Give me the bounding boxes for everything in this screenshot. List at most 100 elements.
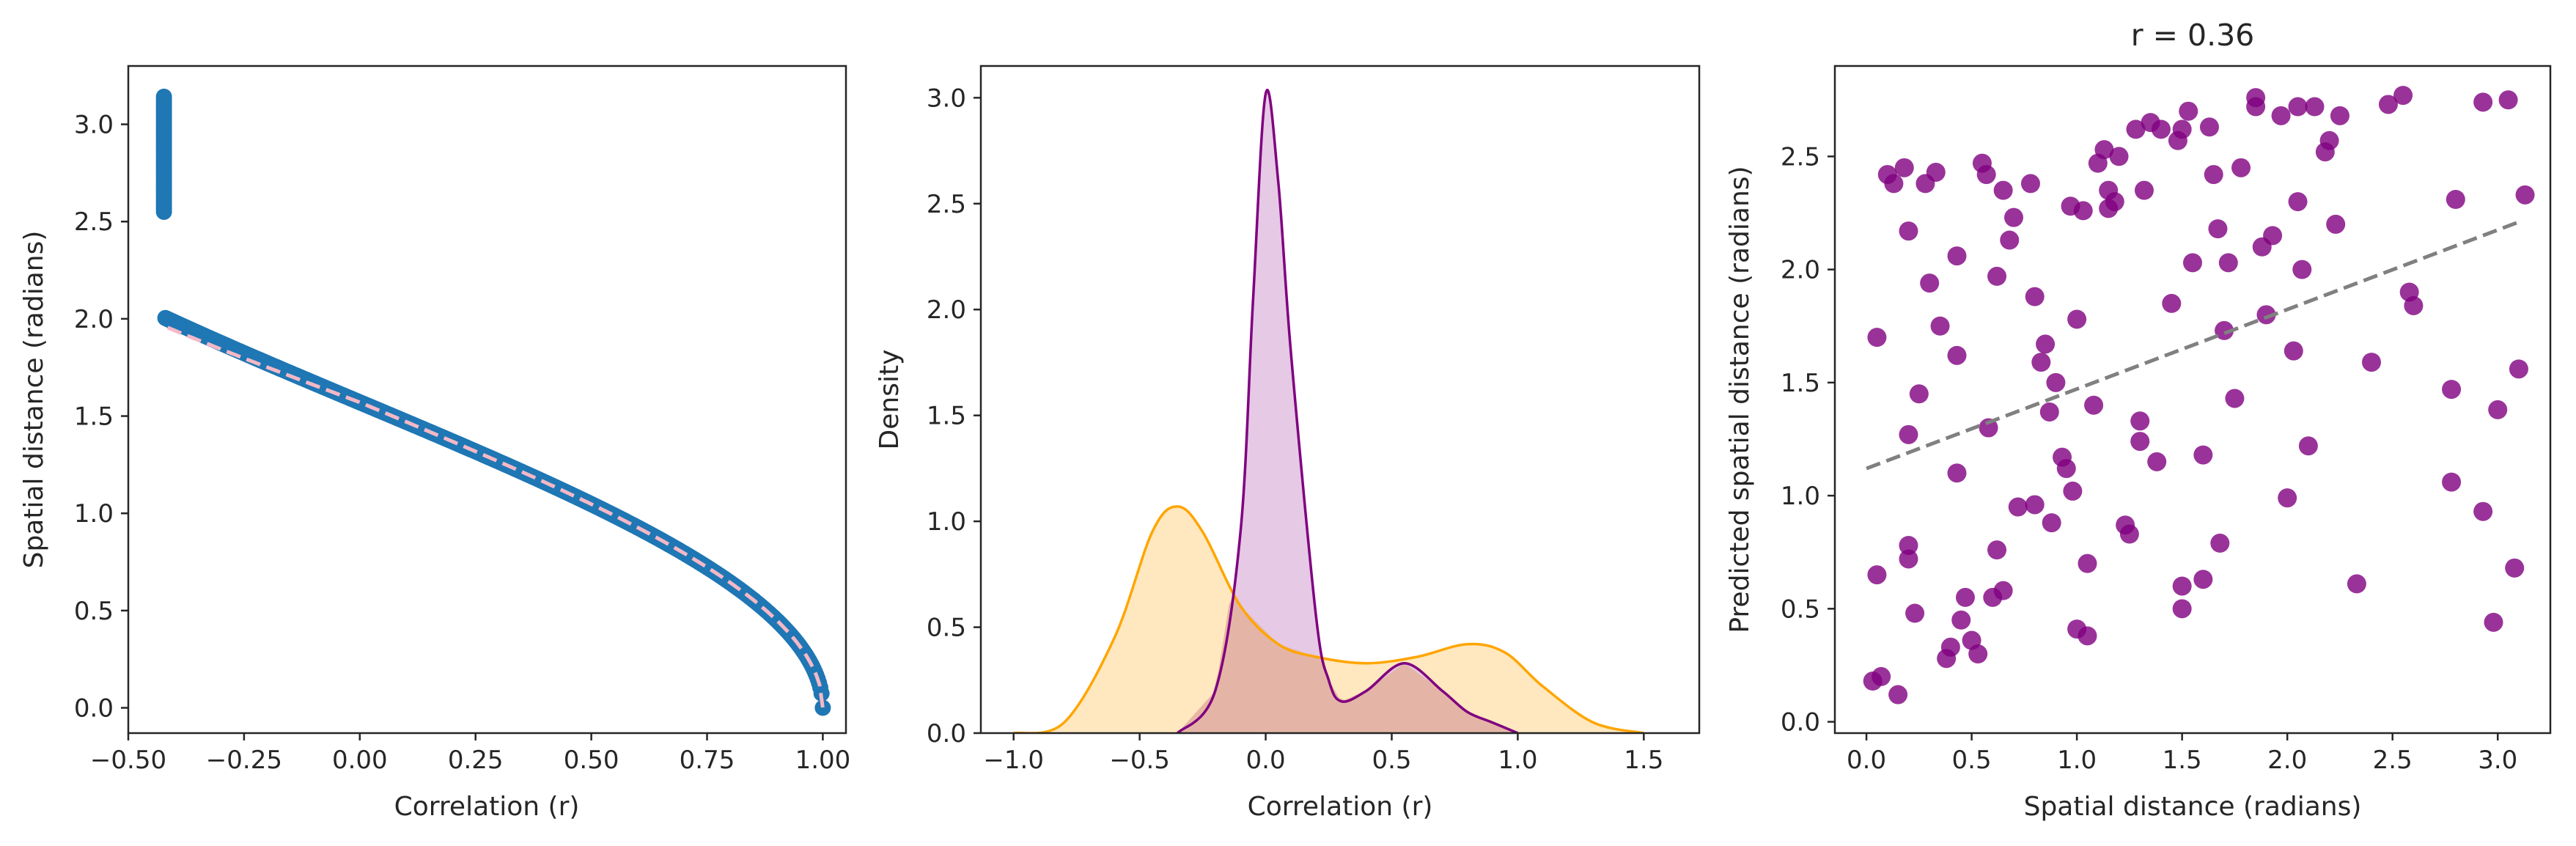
scatter-point [2130,411,2150,431]
panel2-y-ticks: 0.0 0.5 1.0 1.5 2.0 2.5 3.0 [927,84,981,748]
panel1-x-label: Correlation (r) [394,792,580,822]
scatter-point [1905,603,1925,623]
panel3-x-ticks: 0.0 0.5 1.0 1.5 2.0 2.5 3.0 [1847,733,2517,775]
scatter-point [1920,273,1940,293]
panel1-frame [127,65,847,735]
x-tick-label: 1.0 [2057,746,2097,775]
scatter-point [2193,445,2213,465]
scatter-point [2084,395,2104,415]
scatter-point [1987,266,2007,286]
panel1-fit-line [166,325,825,708]
scatter-point [2509,359,2528,379]
y-tick-label: 1.5 [1781,369,1820,398]
x-tick-label: −0.5 [1109,746,1170,775]
scatter-point [2078,626,2097,646]
overlap-density-area [1013,593,1644,733]
y-tick-label: 3.0 [74,111,114,140]
y-tick-label: 1.5 [927,402,966,431]
x-tick-label: 0.00 [332,746,388,775]
scatter-point [2488,400,2508,419]
scatter-point [1899,221,1918,241]
panel2-x-ticks: −1.0 −0.5 0.0 0.5 1.0 1.5 [983,733,1663,775]
scatter-point [2225,389,2245,408]
scatter-point [2172,599,2192,619]
scatter-point [2442,380,2462,400]
panel1-marks [155,88,831,716]
purple-density-line [1176,89,1519,733]
scatter-point [2183,253,2202,273]
scatter-point [2162,293,2182,313]
scatter-point [1899,424,1918,444]
scatter-point [2042,513,2061,533]
scatter-point [2020,174,2040,194]
orange-density-area [1013,506,1644,733]
scatter-point [2094,140,2114,160]
x-tick-label: 0.50 [564,746,619,775]
x-tick-label: 1.0 [1498,746,1537,775]
x-tick-label: 2.5 [2373,746,2413,775]
x-tick-label: 1.00 [795,746,851,775]
scatter-point [1993,180,2013,200]
scatter-point [1955,587,1975,607]
scatter-point [2025,495,2045,515]
scatter-point [1894,158,1914,177]
scatter-point [2218,253,2238,273]
scatter-point [1951,610,1971,630]
scatter-point [2004,207,2023,227]
scatter-point [2446,190,2465,209]
x-tick-label: 1.5 [1624,746,1663,775]
scatter-point [2067,309,2087,329]
scatter-point [2263,226,2283,246]
x-tick-label: 0.5 [1952,746,1992,775]
scatter-point [2000,230,2020,250]
y-tick-label: 2.0 [74,305,114,334]
y-tick-label: 2.5 [1781,142,1820,172]
scatter-point [2134,180,2154,200]
y-tick-label: 2.0 [1781,256,1820,285]
scatter-point [2078,553,2097,573]
scatter-point [1867,565,1887,585]
scatter-point [2404,295,2424,315]
scatter-point [2347,574,2366,594]
scatter-point [2246,88,2266,108]
scatter-point [1976,165,1996,185]
scatter-point [1926,162,1946,182]
scatter-point [2031,353,2051,372]
panel3-x-label: Spatial distance (radians) [2024,792,2362,822]
scatter-point [2105,192,2124,212]
panel1-scatter-points [155,88,831,716]
x-tick-label: 1.5 [2163,746,2202,775]
scatter-point [2288,192,2308,212]
panel1-y-ticks: 0.0 0.5 1.0 1.5 2.0 2.5 3.0 [74,111,128,724]
scatter-point [2179,101,2198,121]
x-tick-label: −0.50 [90,746,166,775]
scatter-point [2210,533,2230,553]
scatter-point [1884,174,1904,194]
scatter-point [2498,90,2518,110]
y-tick-label: 0.5 [927,614,966,643]
scatter-point [2330,106,2349,125]
scatter-point [2473,501,2493,521]
scatter-point [2288,97,2308,117]
scatter-point [2056,459,2076,479]
scatter-point [2305,97,2325,117]
x-tick-label: 0.75 [680,746,735,775]
scatter-point [1979,418,1998,438]
scatter-point [814,699,831,716]
scatter-point [2119,524,2139,544]
scatter-point [1888,685,1908,705]
scatter-point [2256,305,2276,325]
scatter-point [2063,481,2083,501]
y-tick-label: 1.0 [927,507,966,537]
scatter-point [2393,86,2413,106]
y-tick-label: 1.0 [74,499,114,529]
panel3-y-ticks: 0.0 0.5 1.0 1.5 2.0 2.5 [1781,142,1835,738]
scatter-point [2039,402,2059,422]
purple-density-area [1177,89,1518,733]
panel1-y-label: Spatial distance (radians) [19,231,49,569]
y-tick-label: 0.5 [74,597,114,626]
y-tick-label: 2.5 [927,190,966,219]
scatter-point [2278,488,2297,508]
x-tick-label: 2.0 [2267,746,2307,775]
